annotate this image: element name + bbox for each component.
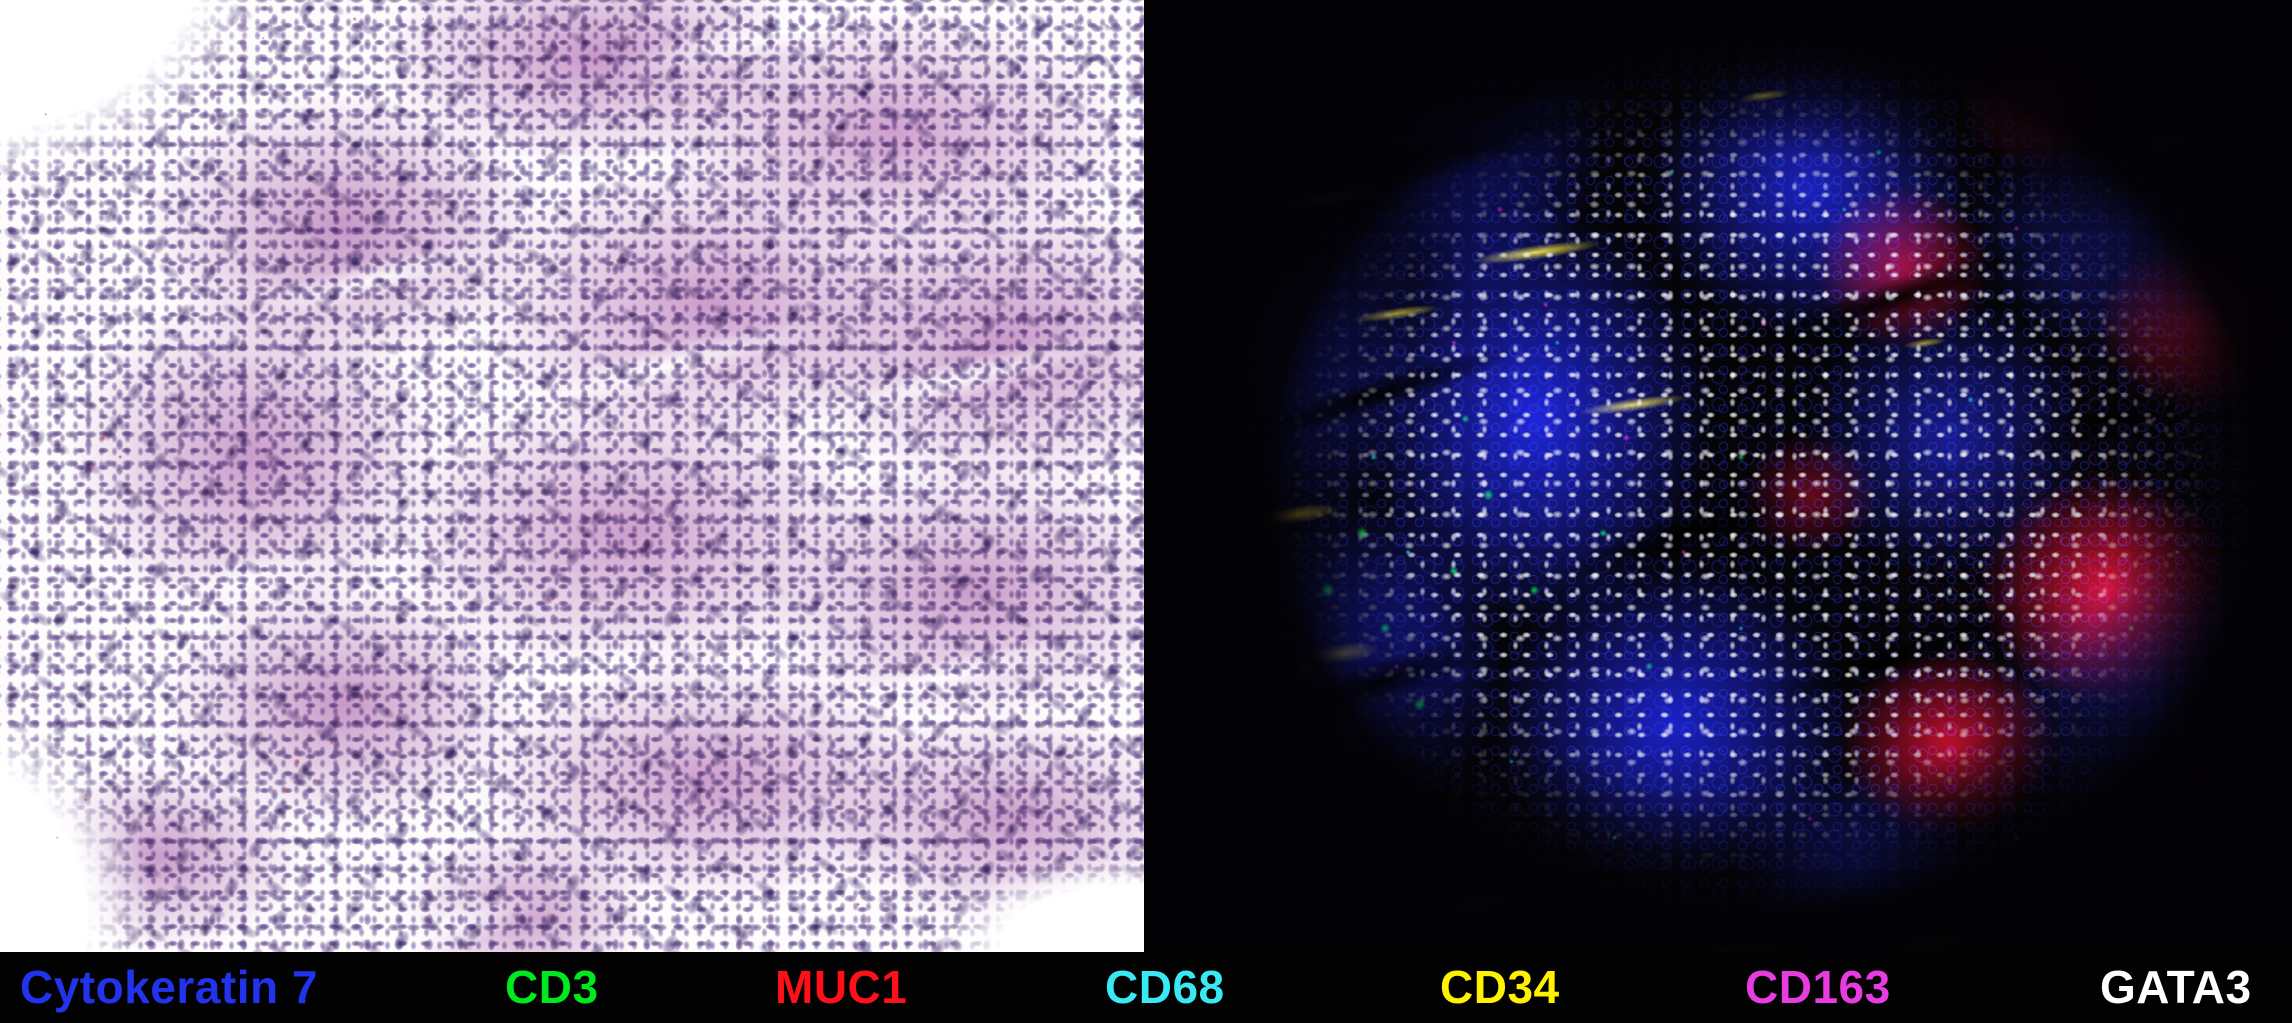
legend-item-cytokeratin-7: Cytokeratin 7 (20, 960, 318, 1013)
legend-item-cd68: CD68 (1105, 960, 1225, 1013)
if-panel (1144, 0, 2292, 952)
marker-legend-bar: Cytokeratin 7 CD3 MUC1 CD68 CD34 CD163 G… (0, 952, 2292, 1023)
he-slide-debris (0, 0, 1144, 952)
he-panel (0, 0, 1144, 952)
legend-item-muc1: MUC1 (775, 960, 908, 1013)
if-field-vignette (1144, 0, 2292, 952)
legend-item-gata3: GATA3 (2100, 960, 2252, 1013)
legend-item-cd163: CD163 (1745, 960, 1891, 1013)
legend-item-cd34: CD34 (1440, 960, 1560, 1013)
legend-item-cd3: CD3 (505, 960, 599, 1013)
